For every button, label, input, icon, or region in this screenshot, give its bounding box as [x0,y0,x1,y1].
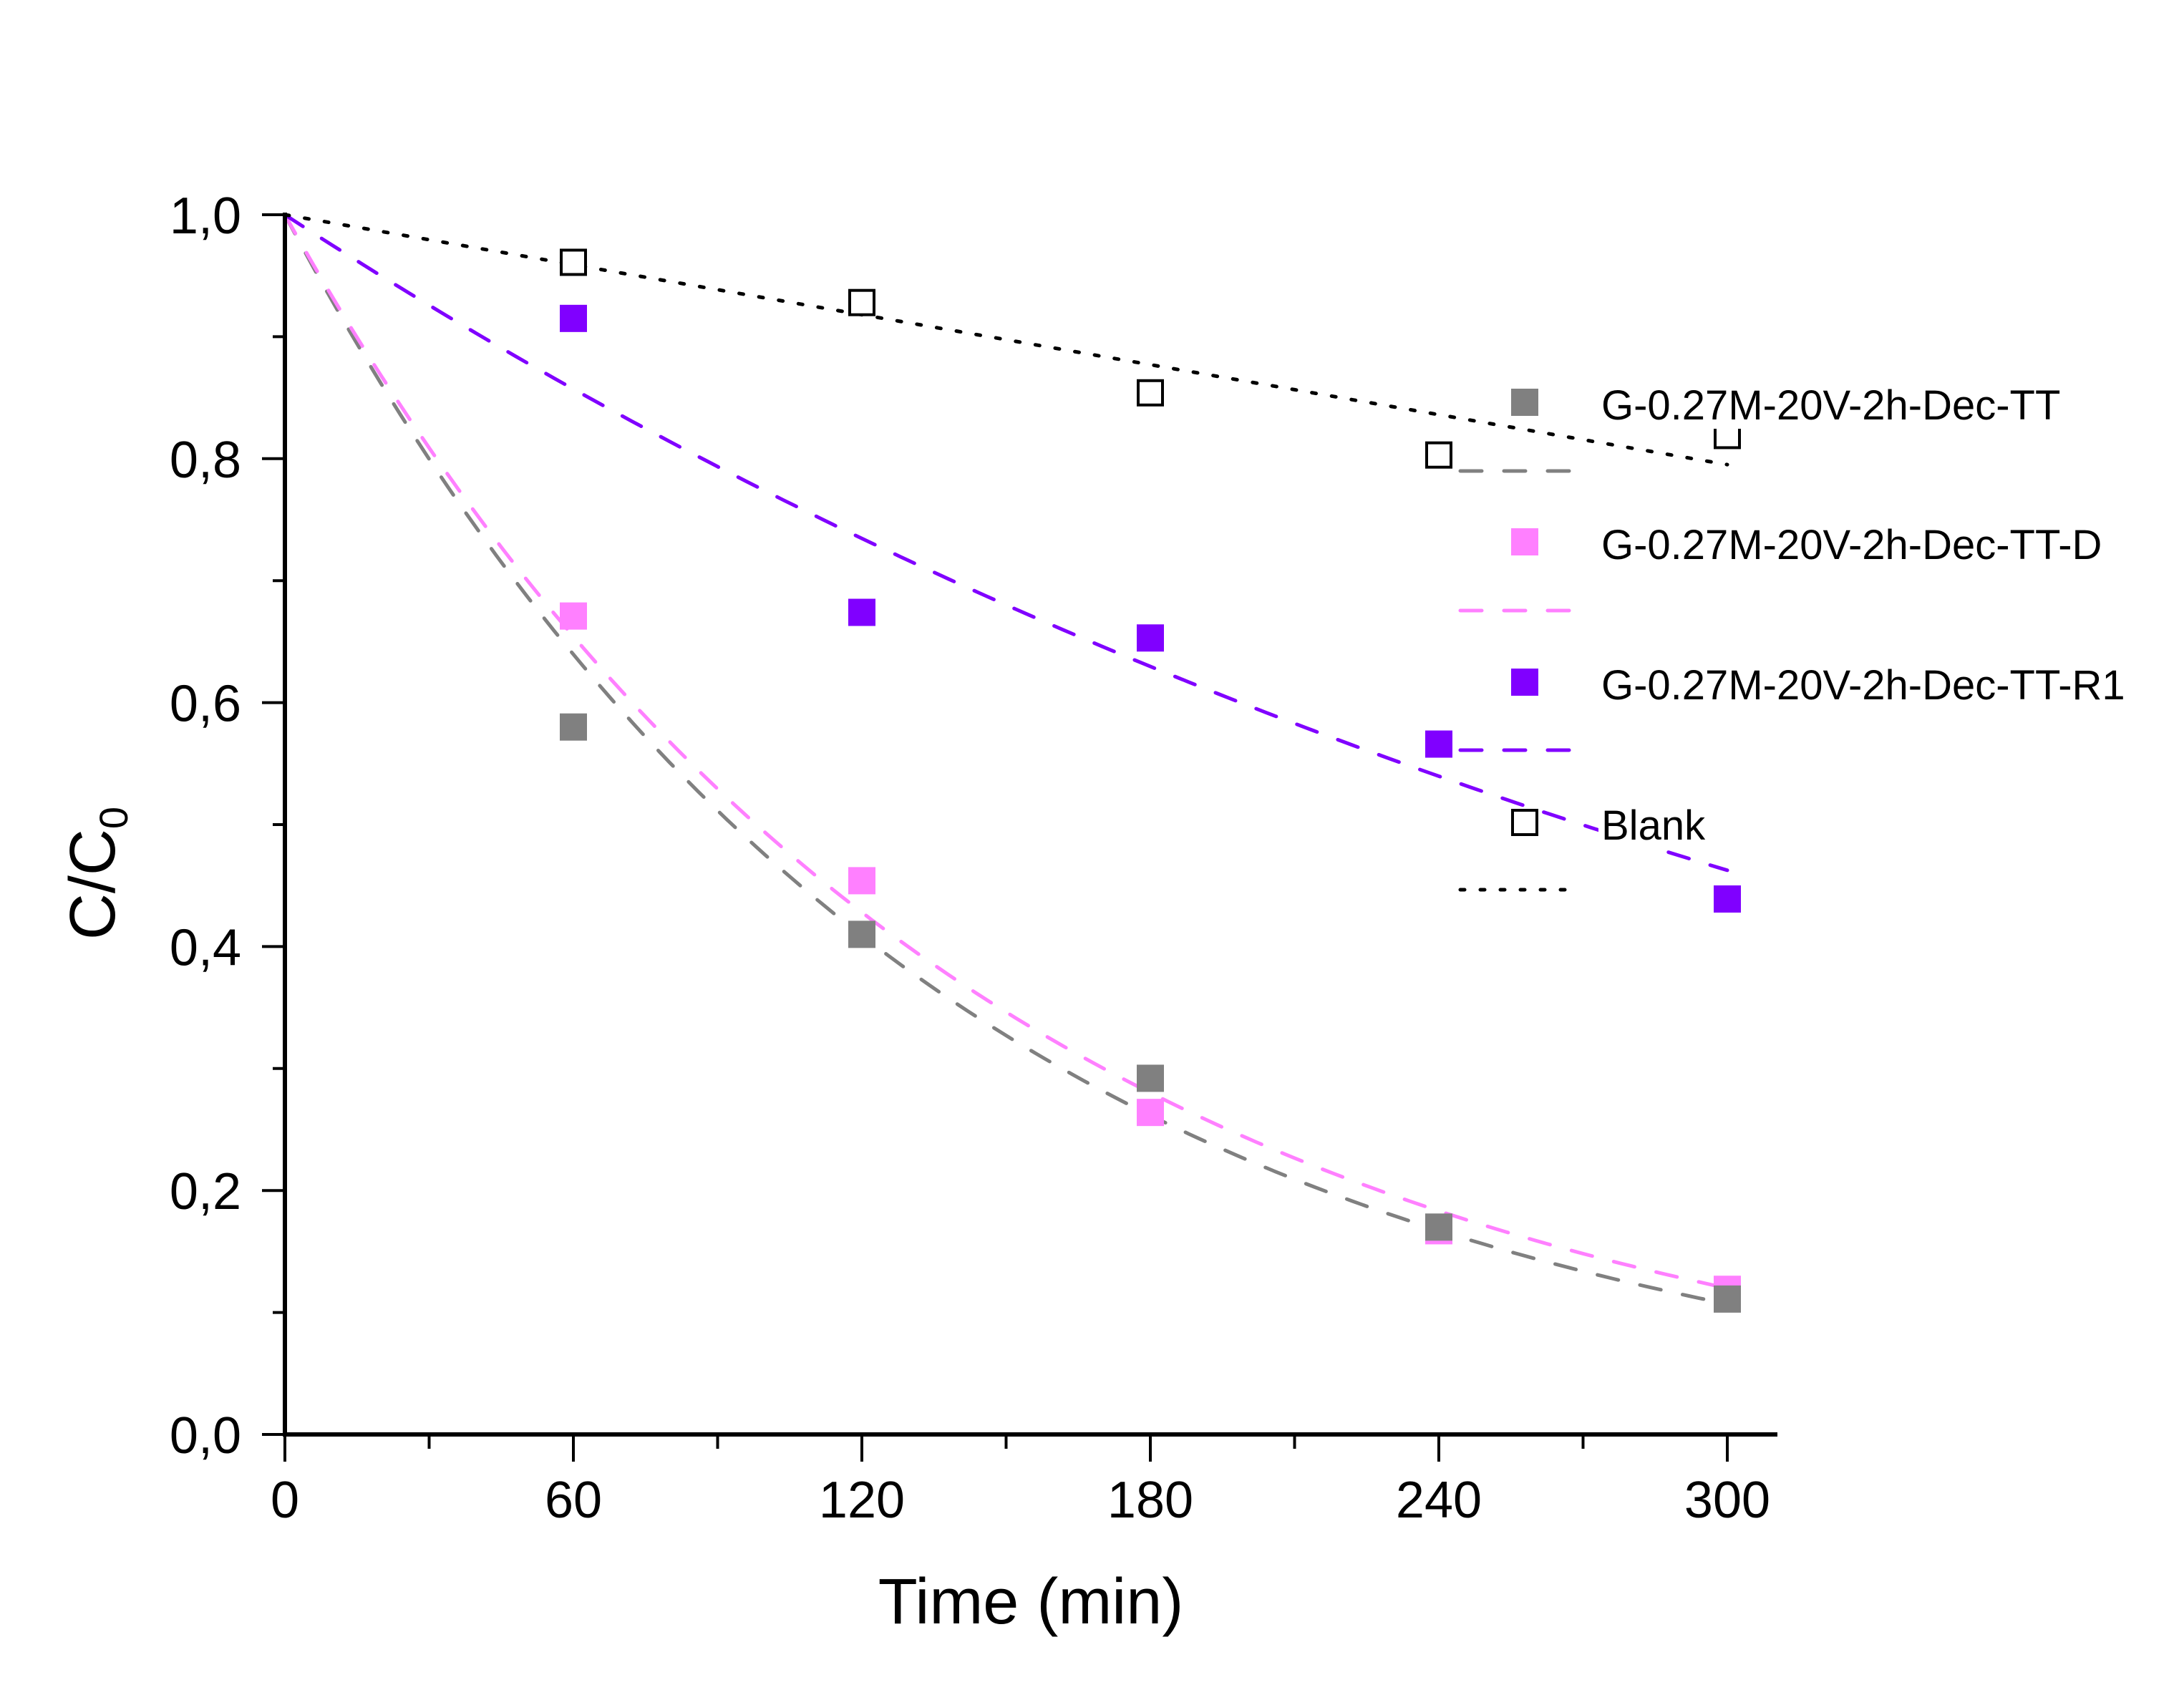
x-ticks: 0 60 120 180 240 300 [271,1434,1770,1529]
data-point [1425,1213,1452,1241]
legend-label: G-0.27M-20V-2h-Dec-TT-D [1601,522,2102,568]
legend-item: G-0.27M-20V-2h-Dec-TT-D [1458,522,2105,613]
x-tick-label: 180 [1107,1472,1193,1529]
data-point [848,921,875,948]
fit-curves [283,213,1729,1306]
data-point [848,598,875,626]
data-point [848,288,875,316]
data-point [1714,1285,1741,1313]
fit-line [283,213,1729,1291]
y-axis-title: C/C0 [57,807,136,940]
legend: G-0.27M-20V-2h-Dec-TT G-0.27M-20V-2h-Dec-… [1458,382,2128,892]
y-axis-title-subscript: 0 [91,807,136,829]
legend-marker [1511,669,1538,696]
data-point [560,248,587,276]
data-point [560,713,587,741]
y-tick-label: 0,8 [170,432,241,489]
legend-label-background [1598,522,2105,568]
x-tick-label: 0 [271,1472,299,1529]
data-point [1425,441,1452,469]
y-axis-title-main: C/C [57,829,129,940]
data-point [560,304,587,332]
legend-label: G-0.27M-20V-2h-Dec-TT [1601,382,2060,429]
y-tick-label: 1,0 [170,188,241,245]
legend-marker [1511,809,1538,836]
fit-line [283,213,1729,467]
legend-marker [1511,389,1538,416]
x-tick-label: 60 [545,1472,602,1529]
x-axis-title: Time (min) [878,1566,1184,1638]
y-tick-label: 0,6 [170,676,241,733]
legend-label: G-0.27M-20V-2h-Dec-TT-R1 [1601,662,2125,709]
axes [283,213,1777,1437]
data-point [1137,1064,1164,1092]
legend-item: Blank [1458,802,1709,892]
legend-label-background [1598,382,2064,429]
legend-item: G-0.27M-20V-2h-Dec-TT [1458,382,2064,473]
fit-line [283,213,1729,1306]
legend-item: G-0.27M-20V-2h-Dec-TT-R1 [1458,662,2128,752]
x-tick-label: 240 [1396,1472,1482,1529]
x-tick-label: 120 [819,1472,905,1529]
legend-label-background [1598,662,2128,709]
y-tick-label: 0,4 [170,919,241,976]
data-points [560,248,1741,1313]
data-point [560,602,587,630]
x-tick-label: 300 [1684,1472,1770,1529]
data-point [1137,624,1164,652]
y-tick-label: 0,2 [170,1163,241,1220]
legend-marker [1511,528,1538,555]
fit-line [283,213,1729,873]
legend-label-background [1598,802,1709,849]
data-point [848,867,875,895]
data-point [1137,379,1164,407]
y-tick-label: 0,0 [170,1407,241,1465]
y-ticks: 0,0 0,2 0,4 0,6 0,8 1,0 [170,188,285,1465]
data-point [1714,885,1741,913]
legend-label: Blank [1601,802,1706,849]
data-point [1137,1099,1164,1127]
data-point [1425,730,1452,758]
